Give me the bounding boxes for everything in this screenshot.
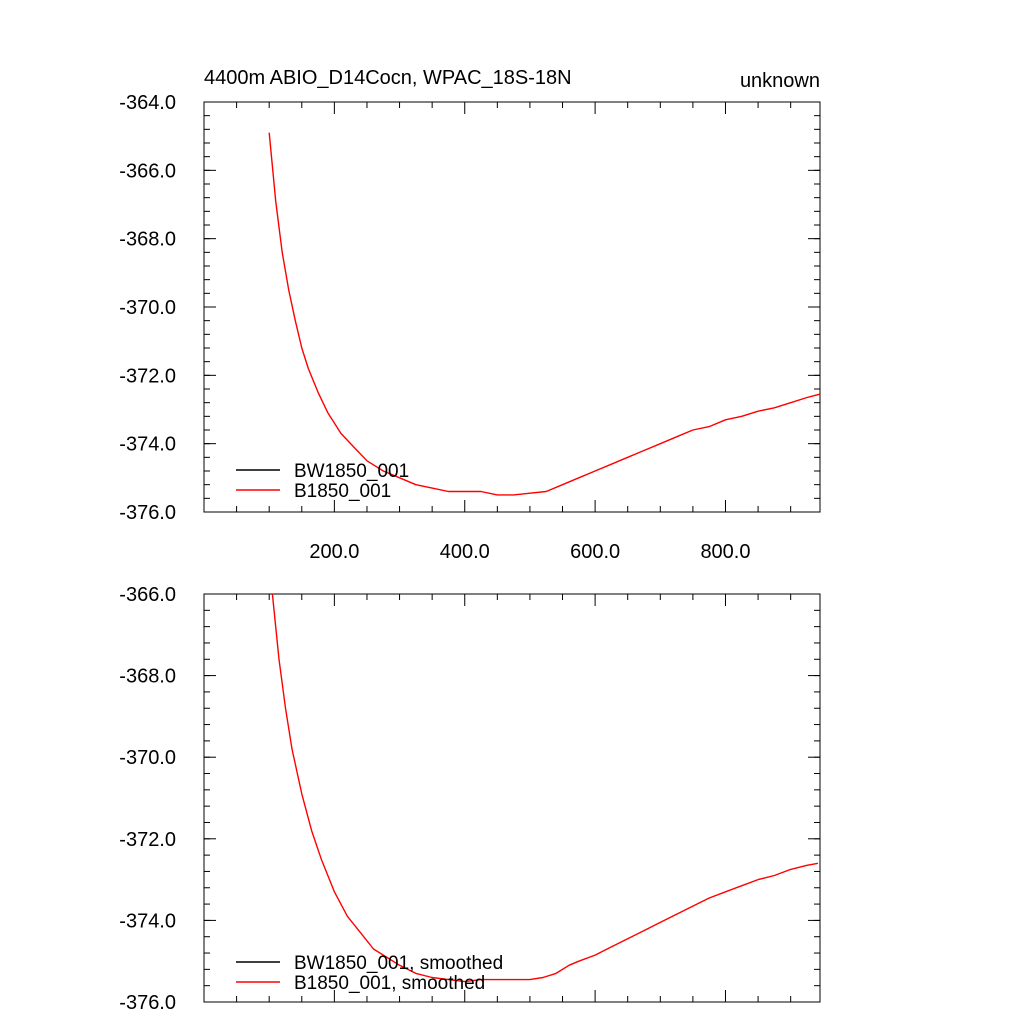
legend-label-1: BW1850_001 [294,461,409,482]
legend-label-2: B1850_001 [294,481,391,502]
chart-panel-2: -366.0 -368.0 -370.0 -372.0 -374.0 -376.0 BW18… [119,584,821,1014]
x-tick-label: 200.0 [309,541,359,563]
series-line-2 [271,594,819,983]
x-tick-label: 800.0 [700,541,750,563]
y-tick-label: -368.0 [119,666,176,688]
y-tick-label: -376.0 [119,502,176,524]
chart-title: 4400m ABIO_D14Cocn, WPAC_18S-18N [204,67,572,89]
legend-label-2: B1850_001, smoothed [294,973,485,994]
y-tick-label: -372.0 [119,365,176,387]
y-tick-label: -374.0 [119,434,176,456]
y-tick-label: -372.0 [119,829,176,851]
y-tick-label: -370.0 [119,747,176,769]
y-tick-label: -366.0 [119,160,176,182]
chart-panel-1: -364.0 -366.0 -368.0 -370.0 -372.0 -374.0 -376… [119,92,821,563]
x-tick-label: 400.0 [440,541,490,563]
chart-right-label: unknown [740,70,820,92]
legend-label-1: BW1850_001, smoothed [294,953,503,974]
y-tick-label: -364.0 [119,92,176,114]
y-tick-label: -374.0 [119,910,176,932]
x-tick-label: 600.0 [570,541,620,563]
chart-panels: -364.0 -366.0 -368.0 -370.0 -372.0 -374.0 -376… [119,92,821,1014]
y-tick-label: -370.0 [119,297,176,319]
y-tick-label: -368.0 [119,229,176,251]
y-tick-label: -376.0 [119,992,176,1014]
series-line-2 [268,132,820,496]
plot-frame [203,593,821,1003]
plot-frame [203,101,821,513]
y-tick-label: -366.0 [119,584,176,606]
